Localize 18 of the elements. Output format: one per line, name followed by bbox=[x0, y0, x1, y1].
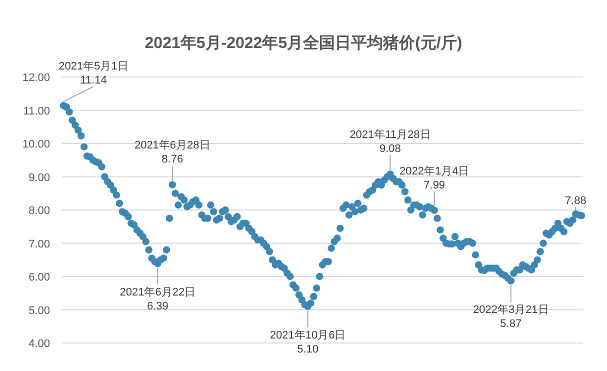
annotation: 2021年10月6日 5.10 bbox=[270, 329, 346, 356]
y-tick-label: 5.00 bbox=[28, 304, 50, 317]
annotation: 2022年1月4日 7.99 bbox=[399, 165, 470, 192]
annotation: 7.88 bbox=[564, 194, 586, 207]
annotation: 2022年3月21日 5.87 bbox=[472, 304, 549, 330]
y-tick-label: 6.00 bbox=[28, 272, 50, 284]
annotation: 2021年5月1日 11.14 bbox=[58, 60, 128, 87]
annotation: 2021年6月22日 6.39 bbox=[120, 286, 196, 313]
y-tick-label: 10.00 bbox=[22, 138, 50, 150]
annotation: 2021年6月28日 8.76 bbox=[134, 140, 210, 166]
annotation: 2021年11月28日 9.08 bbox=[350, 129, 431, 156]
y-tick-label: 12.00 bbox=[22, 72, 50, 84]
y-tick-label: 11.00 bbox=[23, 105, 50, 118]
y-tick-label: 4.00 bbox=[28, 338, 50, 350]
y-tick-label: 9.00 bbox=[28, 172, 50, 184]
y-tick-label: 7.00 bbox=[28, 238, 50, 250]
y-tick-label: 8.00 bbox=[28, 205, 50, 217]
chart-title: 2021年5月-2022年5月全国日平均猪价(元/斤) bbox=[144, 34, 462, 52]
